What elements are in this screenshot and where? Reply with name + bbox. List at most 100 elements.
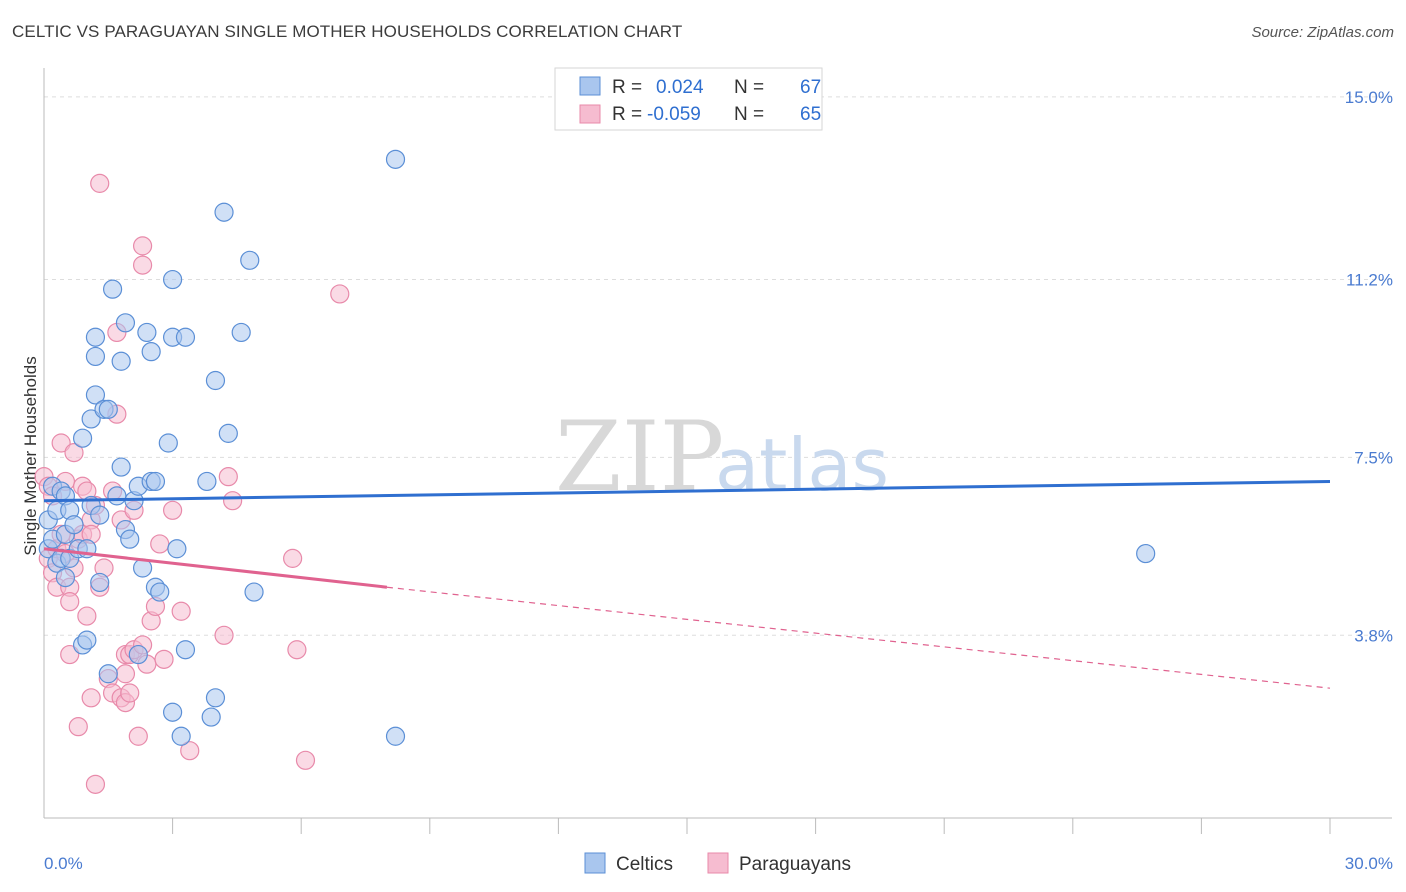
y-tick-label: 3.8% — [1354, 626, 1393, 645]
paraguayan-point — [115, 664, 136, 684]
axes — [43, 68, 1392, 819]
watermark-zip: ZIP — [555, 401, 724, 513]
trend-lines — [43, 479, 1331, 689]
celtic-point — [120, 529, 140, 549]
celtic-point — [205, 370, 226, 391]
paraguayan-point — [51, 433, 71, 453]
paraguayan-point — [283, 548, 303, 568]
celtic-point — [150, 582, 170, 602]
celtic-point — [240, 250, 260, 270]
celtic-point — [214, 202, 234, 222]
paraguayan-point — [77, 606, 97, 626]
celtic-point — [197, 471, 217, 492]
celtic-point — [111, 457, 131, 477]
bottom-legend-paraguayan-label: Paraguayans — [739, 854, 851, 875]
celtic-point — [175, 640, 196, 660]
celtic-point — [163, 269, 183, 290]
celtic-point — [137, 322, 157, 343]
celtic-point — [175, 327, 196, 347]
paraguayan-trend-line — [43, 547, 388, 589]
celtic-point — [90, 505, 110, 525]
celtic-point — [64, 515, 84, 535]
celtic-point — [244, 582, 264, 602]
bottom-legend-paraguayan-swatch — [707, 852, 729, 874]
celtic-point — [167, 539, 187, 559]
celtic-point — [158, 433, 178, 453]
paraguayan-point — [60, 592, 80, 612]
x-ticks — [172, 818, 1331, 834]
bottom-legend-celtic-label: Celtics — [616, 854, 673, 875]
gridlines — [44, 96, 1392, 636]
paraguayan-point — [295, 750, 316, 770]
legend-celtic-n-label: N = — [734, 77, 764, 98]
paraguayan-point — [132, 255, 153, 275]
legend-paraguayan-r-label: R = — [612, 104, 642, 125]
y-tick-label: 15.0% — [1345, 88, 1393, 107]
paraguayan-point — [154, 649, 174, 669]
paraguayan-point — [223, 491, 243, 511]
paraguayan-point — [330, 284, 350, 304]
paraguayan-point — [218, 467, 238, 487]
legend-paraguayan-swatch — [579, 104, 601, 124]
celtic-point — [107, 486, 127, 506]
celtic-point — [85, 385, 106, 405]
celtic-trend-line — [43, 479, 1331, 503]
paraguayan-trend-extension — [386, 586, 1331, 689]
celtic-point — [77, 630, 97, 650]
paraguayan-point — [64, 443, 84, 463]
celtic-point — [81, 409, 101, 429]
celtic-point — [98, 399, 118, 419]
watermark: ZIP atlas — [555, 401, 889, 513]
celtic-point — [385, 726, 406, 746]
paraguayan-point — [128, 726, 148, 746]
paraguayan-point — [90, 173, 110, 193]
celtic-point — [205, 688, 226, 708]
bottom-legend: Celtics Paraguayans — [584, 852, 851, 875]
celtic-point — [72, 428, 93, 448]
legend-paraguayan-n-label: N = — [734, 104, 764, 125]
legend-paraguayan-n-value: 65 — [800, 104, 821, 125]
legend-box: R = 0.024 N = 67 R = -0.059 N = 65 — [554, 67, 823, 131]
y-tick-label: 7.5% — [1354, 448, 1393, 467]
y-axis-label: Single Mother Households — [21, 356, 40, 555]
celtic-point — [85, 346, 106, 367]
celtic-point — [55, 568, 76, 588]
celtic-point — [171, 726, 191, 746]
x-tick-label-max: 30.0% — [1345, 854, 1393, 873]
paraguayan-point — [287, 640, 307, 660]
paraguayan-point — [150, 534, 170, 554]
paraguayan-point — [85, 774, 106, 794]
celtic-point — [98, 664, 118, 684]
y-tick-labels: 3.8% 7.5% 11.2% 15.0% — [1345, 88, 1393, 645]
paraguayan-point — [132, 236, 153, 256]
legend-celtic-r-value: 0.024 — [656, 77, 704, 98]
paraguayan-point — [60, 644, 80, 665]
celtic-point — [102, 279, 123, 299]
y-tick-label: 11.2% — [1346, 271, 1393, 290]
chart-title: CELTIC VS PARAGUAYAN SINGLE MOTHER HOUSE… — [12, 22, 683, 41]
x-tick-label-min: 0.0% — [44, 854, 83, 873]
source-label: Source: ZipAtlas.com — [1251, 24, 1394, 41]
celtic-point — [218, 423, 238, 443]
celtic-point — [128, 644, 148, 665]
paraguayan-point — [214, 625, 234, 645]
paraguayan-point — [81, 688, 101, 708]
celtic-point — [201, 707, 221, 727]
paraguayan-point — [171, 601, 191, 621]
celtic-point — [163, 702, 183, 722]
bottom-legend-celtic-swatch — [584, 852, 606, 874]
paraguayan-point — [68, 717, 88, 737]
celtic-point — [115, 313, 136, 333]
celtic-point — [111, 351, 131, 371]
paraguayan-point — [180, 741, 200, 761]
paraguayan-points — [34, 173, 350, 794]
celtic-point — [1136, 543, 1156, 564]
watermark-atlas: atlas — [715, 423, 889, 507]
celtic-point — [141, 342, 161, 362]
celtic-point — [85, 327, 106, 347]
celtic-point — [90, 572, 110, 593]
celtic-point — [231, 322, 251, 343]
legend-paraguayan-r-value: -0.059 — [647, 104, 701, 125]
paraguayan-point — [120, 683, 140, 703]
